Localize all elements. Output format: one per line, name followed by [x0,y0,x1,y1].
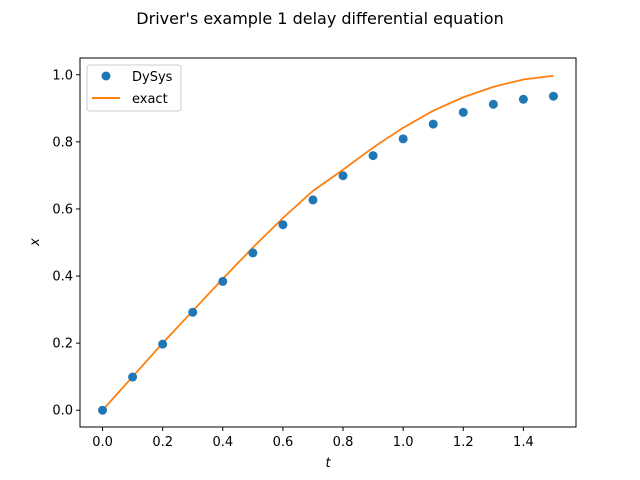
legend-box [86,64,182,112]
data-point-dysys [248,248,258,258]
data-point-dysys [98,405,108,415]
axes-frame [79,57,577,428]
y-tick-label: 1.0 [52,68,73,83]
data-point-dysys [218,276,228,286]
x-axis: 0.0 0.2 0.4 0.6 0.8 1.0 1.2 1.4 [92,427,534,450]
y-tick-label: 0.0 [52,404,73,419]
y-tick-label: 0.8 [52,135,73,150]
x-tick-label: 0.0 [92,435,113,450]
data-point-dysys [368,151,378,161]
legend: DySys exact [86,64,182,112]
chart-title: Driver's example 1 delay differential eq… [136,9,503,28]
x-axis-label: t [325,456,331,471]
plot-area [79,57,577,428]
data-point-dysys [488,99,498,109]
data-point-dysys [338,171,348,181]
legend-label-dysys: DySys [132,70,173,85]
x-tick-label: 1.2 [453,435,474,450]
y-tick-label: 0.6 [52,202,73,217]
data-point-dysys [308,195,318,205]
x-tick-label: 0.4 [212,435,233,450]
data-point-dysys [188,307,198,317]
legend-label-exact: exact [132,92,168,107]
y-axis: 0.0 0.2 0.4 0.6 0.8 1.0 [52,68,80,419]
legend-marker-dysys [101,71,111,81]
y-axis-label: x [28,238,43,247]
data-point-dysys [428,119,438,129]
data-point-dysys [158,339,168,349]
data-point-dysys [128,372,138,382]
x-tick-label: 1.0 [393,435,414,450]
y-tick-label: 0.4 [52,270,73,285]
data-point-dysys [548,91,558,101]
y-tick-label: 0.2 [52,337,73,352]
series-layer [98,74,558,415]
data-point-dysys [518,94,528,104]
series-line-exact [101,74,554,411]
x-tick-label: 1.4 [513,435,534,450]
data-point-dysys [278,220,288,230]
x-tick-label: 0.2 [152,435,173,450]
data-point-dysys [398,134,408,144]
x-tick-label: 0.8 [333,435,354,450]
data-point-dysys [458,107,468,117]
x-tick-label: 0.6 [273,435,294,450]
